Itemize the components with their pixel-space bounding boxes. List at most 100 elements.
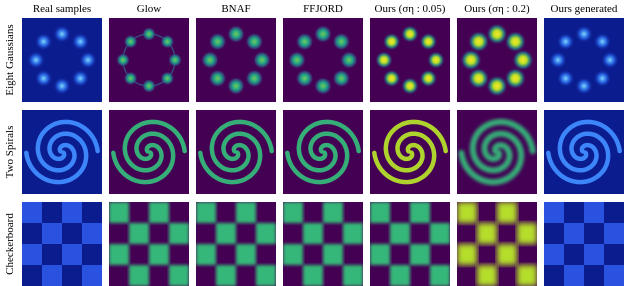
checker-cell bbox=[323, 244, 343, 265]
checker-cell bbox=[82, 223, 102, 244]
checker-cell bbox=[216, 223, 236, 244]
checker-cell bbox=[236, 244, 256, 265]
checker-cell bbox=[564, 223, 584, 244]
gaussian-mode bbox=[419, 69, 438, 88]
gaussian-mode bbox=[512, 49, 534, 71]
gaussian-mode bbox=[227, 77, 245, 95]
panels bbox=[22, 18, 624, 286]
panel-image bbox=[283, 202, 363, 286]
checker-cell bbox=[236, 202, 256, 223]
gaussian-mode bbox=[245, 69, 264, 88]
panel-image bbox=[22, 110, 102, 194]
checker-cell bbox=[256, 223, 276, 244]
gaussian-mode bbox=[382, 69, 401, 88]
checker-cell bbox=[169, 265, 189, 286]
gaussian-mode bbox=[401, 25, 419, 43]
gaussian-mode bbox=[253, 51, 271, 69]
gaussian-mode bbox=[332, 32, 351, 51]
panel-image bbox=[457, 18, 537, 102]
gaussian-mode bbox=[467, 67, 490, 90]
gaussian-mode bbox=[71, 69, 90, 88]
gaussian-mode bbox=[34, 69, 53, 88]
checker-cell bbox=[457, 244, 477, 265]
checker-cell bbox=[82, 265, 102, 286]
checker-cell bbox=[283, 202, 303, 223]
gaussian-mode bbox=[227, 25, 245, 43]
checker-cell bbox=[390, 223, 410, 244]
checker-cell bbox=[477, 223, 497, 244]
checker-cell bbox=[477, 265, 497, 286]
gaussian-mode bbox=[556, 32, 575, 51]
column-header: FFJORD bbox=[303, 3, 343, 15]
checker-cell bbox=[323, 202, 343, 223]
panel-image bbox=[109, 202, 189, 286]
gaussian-mode bbox=[201, 51, 219, 69]
gaussian-mode bbox=[208, 32, 227, 51]
gaussian-mode bbox=[245, 32, 264, 51]
checker-cell bbox=[497, 244, 517, 265]
gaussian-mode bbox=[593, 69, 612, 88]
panel-image bbox=[283, 18, 363, 102]
column-header: Ours (ση : 0.2) bbox=[464, 3, 530, 15]
gaussian-mode bbox=[504, 30, 527, 53]
panel-image bbox=[22, 18, 102, 102]
checker-cell bbox=[303, 265, 323, 286]
gaussian-mode bbox=[160, 71, 175, 86]
spiral-arm bbox=[35, 119, 100, 173]
checker-cell bbox=[604, 223, 624, 244]
checker-cell bbox=[169, 223, 189, 244]
panel-image bbox=[196, 202, 276, 286]
checker-cell bbox=[42, 265, 62, 286]
panel-image bbox=[370, 110, 450, 194]
gaussian-mode bbox=[375, 51, 393, 69]
panel-image bbox=[370, 202, 450, 286]
gaussian-mode bbox=[504, 67, 527, 90]
spiral-arm bbox=[296, 119, 361, 173]
checker-cell bbox=[457, 202, 477, 223]
checker-cell bbox=[564, 265, 584, 286]
column-header: Ours generated bbox=[551, 3, 618, 15]
checker-cell bbox=[129, 265, 149, 286]
spiral-arm bbox=[111, 131, 176, 185]
gaussian-mode bbox=[575, 25, 593, 43]
panel-image bbox=[544, 202, 624, 286]
checker-cell bbox=[216, 265, 236, 286]
panel-image bbox=[283, 110, 363, 194]
gaussian-mode bbox=[427, 51, 445, 69]
gaussian-mode bbox=[460, 49, 482, 71]
column-header: Ours (ση : 0.05) bbox=[375, 3, 446, 15]
panel-image bbox=[544, 18, 624, 102]
spiral-arm bbox=[383, 119, 448, 173]
gaussian-mode bbox=[142, 27, 156, 41]
checker-cell bbox=[430, 223, 450, 244]
column-header: Real samples bbox=[33, 3, 91, 15]
panel-image bbox=[457, 110, 537, 194]
checker-cell bbox=[62, 244, 82, 265]
checker-cell bbox=[584, 244, 604, 265]
checker-cell bbox=[544, 202, 564, 223]
checker-cell bbox=[497, 202, 517, 223]
gaussian-mode bbox=[160, 34, 175, 49]
gaussian-mode bbox=[295, 32, 314, 51]
checker-cell bbox=[256, 265, 276, 286]
gaussian-mode bbox=[314, 77, 332, 95]
checker-cell bbox=[430, 265, 450, 286]
gaussian-mode bbox=[556, 69, 575, 88]
spiral-arm bbox=[557, 119, 622, 173]
checker-cell bbox=[62, 202, 82, 223]
row-label: Two Spirals bbox=[4, 126, 16, 179]
gaussian-mode bbox=[288, 51, 306, 69]
panel-image bbox=[544, 110, 624, 194]
gaussian-mode bbox=[168, 53, 182, 67]
gaussian-mode bbox=[295, 69, 314, 88]
spiral-arm bbox=[198, 131, 263, 185]
gaussian-mode bbox=[53, 25, 71, 43]
checker-cell bbox=[584, 202, 604, 223]
gaussian-mode bbox=[79, 51, 97, 69]
checker-cell bbox=[149, 202, 169, 223]
checker-cell bbox=[109, 202, 129, 223]
panel-image bbox=[457, 202, 537, 286]
checker-cell bbox=[604, 265, 624, 286]
checker-cell bbox=[42, 223, 62, 244]
